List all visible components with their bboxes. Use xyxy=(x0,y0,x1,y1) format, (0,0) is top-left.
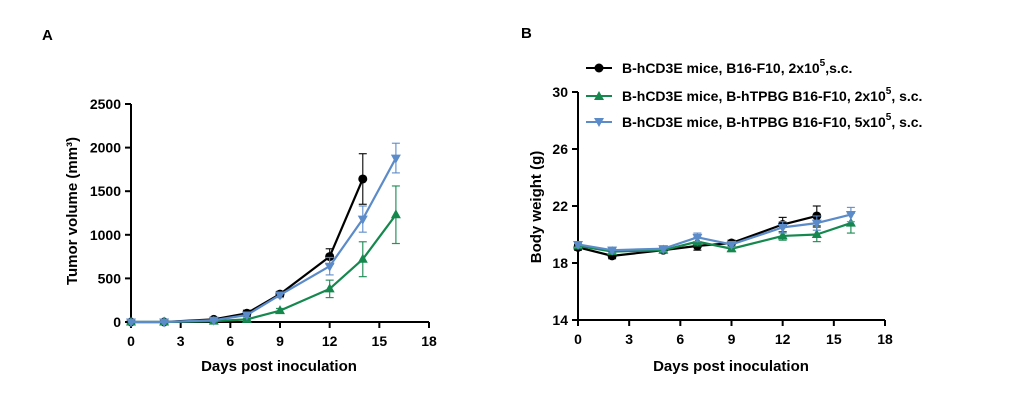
panel-b-y-tick-label: 26 xyxy=(552,141,568,157)
panel-a-series-line xyxy=(131,178,364,324)
panel-b-x-tick-label: 15 xyxy=(826,331,842,347)
panel-a-y-tick-label: 0 xyxy=(113,314,121,330)
panel-a-y-tick-label: 2000 xyxy=(90,140,121,156)
series-layer-a xyxy=(126,142,401,328)
panel-label-b: B xyxy=(521,25,532,42)
panel-b-data-point xyxy=(573,240,583,250)
panel-a-data-point xyxy=(275,291,285,301)
panel-b-series-hcd3e-htpbg-5e5 xyxy=(573,206,856,256)
panel-b-data-point xyxy=(607,246,618,256)
panel-a-x-tick-label: 9 xyxy=(276,333,284,349)
panel-a-data-point xyxy=(159,318,170,328)
panel-a-data-point xyxy=(357,253,368,263)
panel-a-series-hcd3e-b16f10 xyxy=(126,153,368,327)
y-axis-label-a: Tumor volume (mm³) xyxy=(64,137,81,285)
panel-a-data-point xyxy=(208,316,219,326)
panel-a-data-point xyxy=(126,318,136,328)
legend-label-htpbg-5e5: B-hCD3E mice, B-hTPBG B16-F10, 5x105, s.… xyxy=(622,112,922,130)
panel-a-series-hcd3e-htpbg-5e5 xyxy=(126,142,401,328)
panel-a-data-point xyxy=(358,174,368,184)
legend-item-htpbg-2e5: B-hCD3E mice, B-hTPBG B16-F10, 2x105, s.… xyxy=(586,86,922,104)
legend-label-b16f10: B-hCD3E mice, B16-F10, 2x105,s.c. xyxy=(622,58,852,76)
x-axis-label-b: Days post inoculation xyxy=(653,358,809,375)
panel-b-data-point xyxy=(845,211,856,221)
panel-a-data-point xyxy=(241,311,252,321)
legend-item-b16f10: B-hCD3E mice, B16-F10, 2x105,s.c. xyxy=(586,58,852,76)
panel-a-y-tick-label: 1500 xyxy=(90,183,121,199)
panel-b-data-point xyxy=(777,230,788,240)
panel-a-data-point xyxy=(324,262,335,272)
series-layer-b xyxy=(573,205,856,261)
panel-a: A Days post inoculation Tumor volume (mm… xyxy=(42,27,437,375)
panel-b-series-line xyxy=(577,213,852,252)
panel-a-data-point xyxy=(324,283,335,293)
panel-b-data-point xyxy=(726,240,737,250)
panel-a-data-point xyxy=(357,215,368,225)
panel-a-series-line xyxy=(131,157,397,324)
legend-label-htpbg-2e5: B-hCD3E mice, B-hTPBG B16-F10, 2x105, s.… xyxy=(622,86,922,104)
panel-a-data-point xyxy=(390,154,401,164)
panel-a-y-tick-label: 2500 xyxy=(90,96,121,112)
panel-b-y-tick-label: 30 xyxy=(552,84,568,100)
panel-b-x-tick-label: 6 xyxy=(676,331,684,347)
panel-a-x-tick-label: 15 xyxy=(372,333,388,349)
triangle-down-marker-icon xyxy=(594,118,604,127)
panel-b-data-point xyxy=(811,229,822,238)
panel-a-y-tick-label: 500 xyxy=(98,270,122,286)
y-axis-label-b: Body weight (g) xyxy=(528,151,545,264)
legend: B-hCD3E mice, B16-F10, 2x105,s.c. B-hCD3… xyxy=(586,58,922,130)
panel-a-x-tick-label: 12 xyxy=(322,333,338,349)
panel-a-x-tick-label: 0 xyxy=(127,333,135,349)
panel-b-y-tick-label: 22 xyxy=(552,198,568,214)
triangle-up-marker-icon xyxy=(594,91,604,100)
x-axis-label-a: Days post inoculation xyxy=(201,358,357,375)
panel-a-data-point xyxy=(390,209,401,219)
panel-b-series-line xyxy=(577,222,852,253)
axes-a: 0 3 6 9 12 15 18 0 500 1000 1500 2000 2500 xyxy=(90,96,437,349)
panel-b-x-tick-label: 3 xyxy=(625,331,633,347)
panel-b-x-tick-label: 9 xyxy=(728,331,736,347)
panel-a-data-point xyxy=(325,252,335,262)
panel-a-x-tick-label: 3 xyxy=(177,333,185,349)
panel-b-x-tick-label: 18 xyxy=(877,331,893,347)
axes-b: 0 3 6 9 12 15 18 14 18 22 26 30 xyxy=(552,84,893,347)
panel-b: B Days post inoculation Body weight (g) … xyxy=(521,25,893,375)
panel-b-y-tick-label: 14 xyxy=(552,312,568,328)
panel-a-x-tick-label: 18 xyxy=(421,333,437,349)
panel-b-data-point xyxy=(658,245,669,255)
panel-a-data-point xyxy=(275,305,285,315)
panel-b-x-tick-label: 0 xyxy=(574,331,582,347)
panel-a-y-tick-label: 1000 xyxy=(90,227,121,243)
panel-b-data-point xyxy=(692,233,703,243)
panel-label-a: A xyxy=(42,27,53,44)
circle-marker-icon xyxy=(594,63,604,73)
panel-b-y-tick-label: 18 xyxy=(552,255,568,271)
panel-b-x-tick-label: 12 xyxy=(775,331,791,347)
legend-item-htpbg-5e5: B-hCD3E mice, B-hTPBG B16-F10, 5x105, s.… xyxy=(586,112,922,130)
panel-b-data-point xyxy=(811,219,822,229)
panel-b-data-point xyxy=(777,223,788,233)
panel-a-x-tick-label: 6 xyxy=(226,333,234,349)
